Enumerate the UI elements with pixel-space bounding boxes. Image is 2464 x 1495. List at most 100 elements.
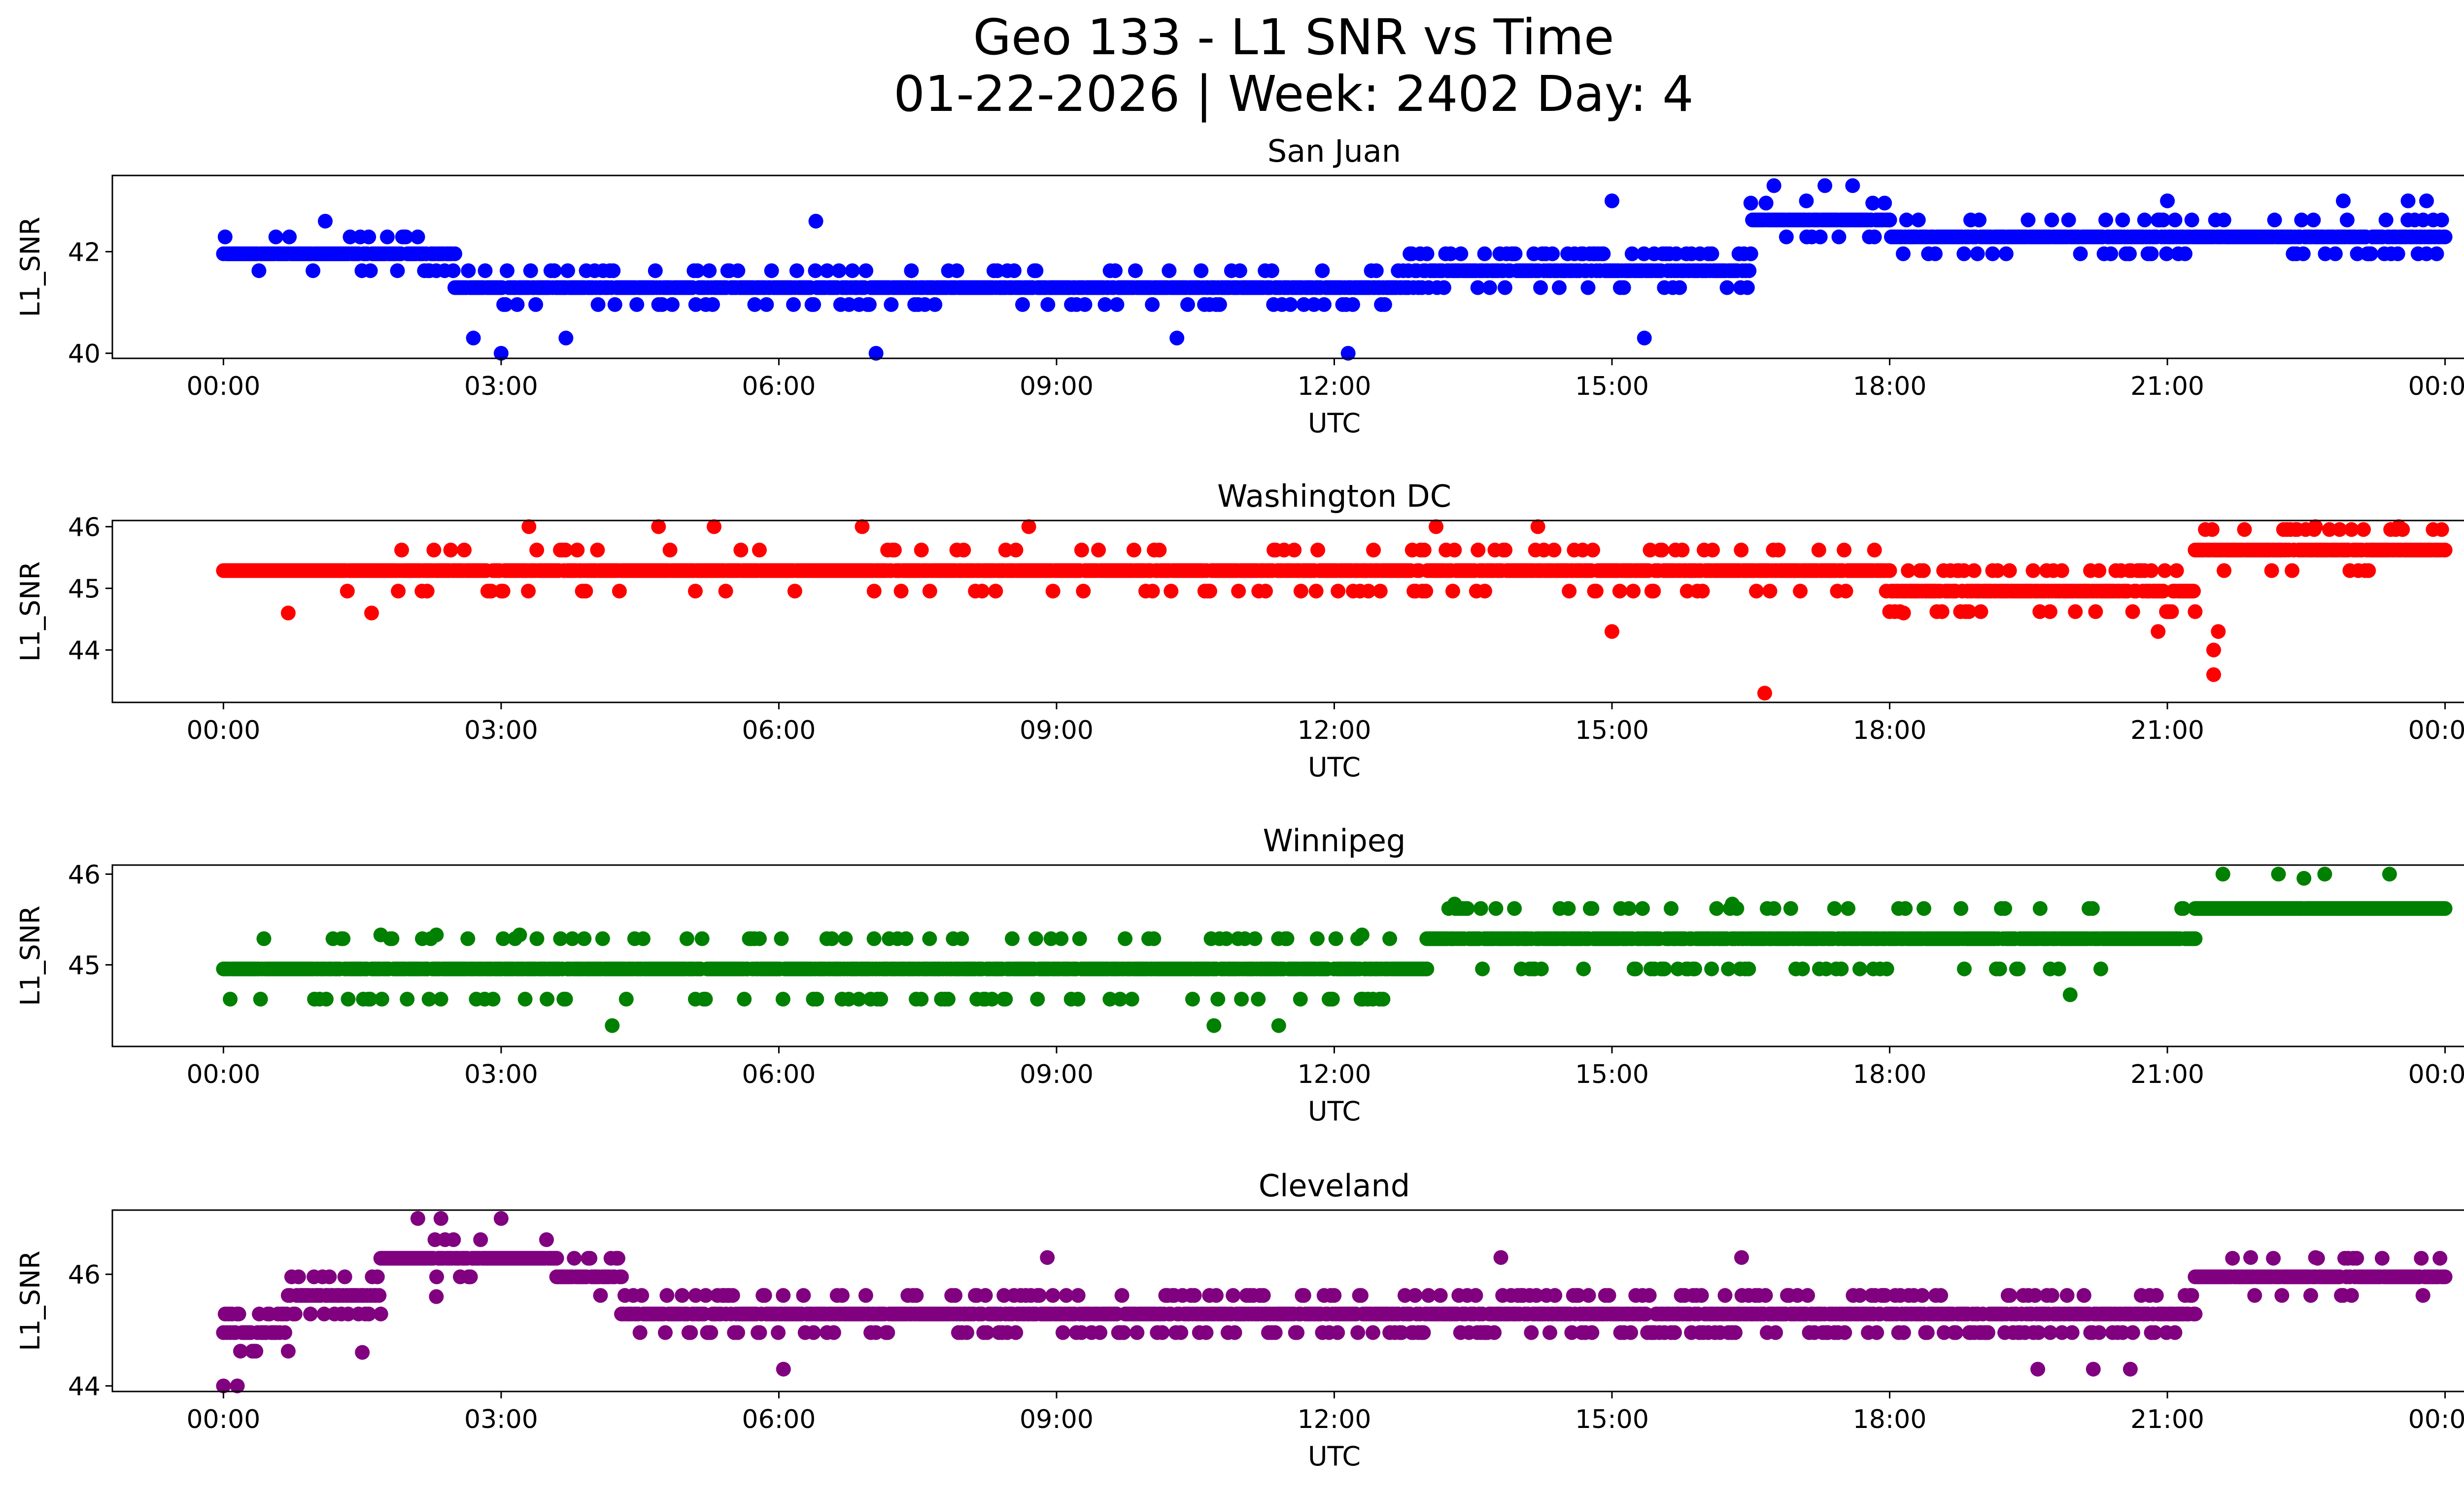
data-point [2306, 212, 2321, 228]
data-point [1028, 931, 1043, 946]
data-point [2188, 604, 2203, 619]
data-point [2217, 563, 2232, 578]
data-point [2178, 246, 2192, 261]
data-point [1818, 961, 1834, 976]
data-point [618, 992, 634, 1007]
data-point [394, 542, 409, 557]
data-point [2164, 604, 2179, 619]
data-point [922, 931, 937, 946]
x-tick-label: 15:00 [1575, 716, 1649, 745]
data-point [373, 1306, 388, 1321]
data-point [1382, 931, 1398, 946]
data-point [648, 263, 663, 278]
data-point [2434, 212, 2449, 228]
data-point [1507, 246, 1523, 261]
data-point [688, 1288, 703, 1303]
data-point [2156, 584, 2171, 599]
data-point [256, 931, 272, 946]
data-point [636, 931, 650, 946]
data-point-outlier [280, 605, 296, 621]
data-point [702, 263, 717, 278]
data-point [2032, 604, 2048, 619]
data-point [1646, 584, 1661, 599]
data-point-outlier [1530, 519, 1545, 534]
data-point [922, 584, 937, 599]
data-point-outlier [1021, 519, 1036, 534]
data-point [485, 992, 501, 1007]
data-point [1310, 931, 1325, 946]
data-point [880, 1325, 895, 1340]
data-point [1162, 263, 1177, 278]
y-tick-label: 45 [68, 575, 101, 604]
data-point [500, 263, 514, 278]
data-point [2011, 961, 2026, 976]
data-point [1377, 297, 1392, 312]
data-point [590, 542, 605, 557]
data-point [764, 263, 779, 278]
data-point [1077, 297, 1093, 312]
data-point [1350, 1325, 1366, 1340]
data-point [2339, 212, 2355, 228]
panel-title-washington-dc: Washington DC [1217, 478, 1451, 514]
data-point-outlier [2206, 667, 2221, 682]
data-point [1361, 584, 1376, 599]
data-point [1293, 584, 1308, 599]
data-point [1827, 901, 1842, 916]
data-point [868, 1325, 884, 1340]
data-point [1877, 196, 1892, 210]
data-point [718, 584, 733, 599]
data-point [374, 992, 389, 1007]
data-point [1771, 542, 1786, 557]
data-point [1529, 1288, 1544, 1303]
data-point [1209, 1288, 1224, 1303]
data-point [1470, 280, 1485, 295]
data-point [1310, 542, 1326, 557]
data-point [253, 992, 268, 1007]
scatter-series-washington-dc [216, 519, 2453, 701]
data-point [887, 542, 902, 557]
panel-title-cleveland: Cleveland [1259, 1168, 1410, 1204]
data-point [1734, 542, 1749, 557]
data-point [1418, 584, 1434, 599]
panel-title-winnipeg: Winnipeg [1263, 823, 1406, 859]
y-axis-label-san-juan: L1_SNR [15, 217, 46, 317]
data-point-outlier [1429, 519, 1444, 534]
data-point [1331, 584, 1346, 599]
data-point [291, 1269, 306, 1285]
data-point [752, 1325, 767, 1340]
data-point [539, 1232, 554, 1247]
data-point [363, 992, 377, 1007]
data-point [1992, 961, 2007, 976]
data-point [730, 1325, 745, 1340]
data-point [1210, 992, 1226, 1007]
data-point-outlier [2062, 987, 2078, 1003]
data-point [1055, 1325, 1070, 1340]
data-point [1667, 1325, 1682, 1340]
data-point [917, 297, 932, 312]
data-point-outlier [1447, 897, 1462, 912]
data-point [483, 584, 499, 599]
data-point-outlier [1206, 1018, 1222, 1033]
data-point [985, 992, 999, 1007]
data-point [1758, 196, 1774, 210]
data-point [659, 1288, 675, 1303]
data-point [560, 263, 575, 278]
data-point [342, 229, 358, 244]
data-point [1901, 563, 1916, 578]
data-point [1571, 1288, 1586, 1303]
data-point [1985, 246, 2000, 261]
data-point [1437, 280, 1451, 295]
data-point [1621, 901, 1637, 916]
figure-title-line2: 01-22-2026 | Week: 2402 Day: 4 [893, 65, 1693, 123]
data-point [1407, 1288, 1423, 1303]
data-point [2294, 212, 2309, 228]
x-tick-label: 00:00 [186, 1060, 260, 1089]
data-point [1267, 1325, 1283, 1340]
data-point [2361, 563, 2376, 578]
data-point [1433, 1288, 1448, 1303]
data-point [786, 297, 801, 312]
data-point [806, 1325, 821, 1340]
data-point [1366, 1325, 1380, 1340]
data-point [927, 297, 943, 312]
data-point [361, 1306, 376, 1321]
